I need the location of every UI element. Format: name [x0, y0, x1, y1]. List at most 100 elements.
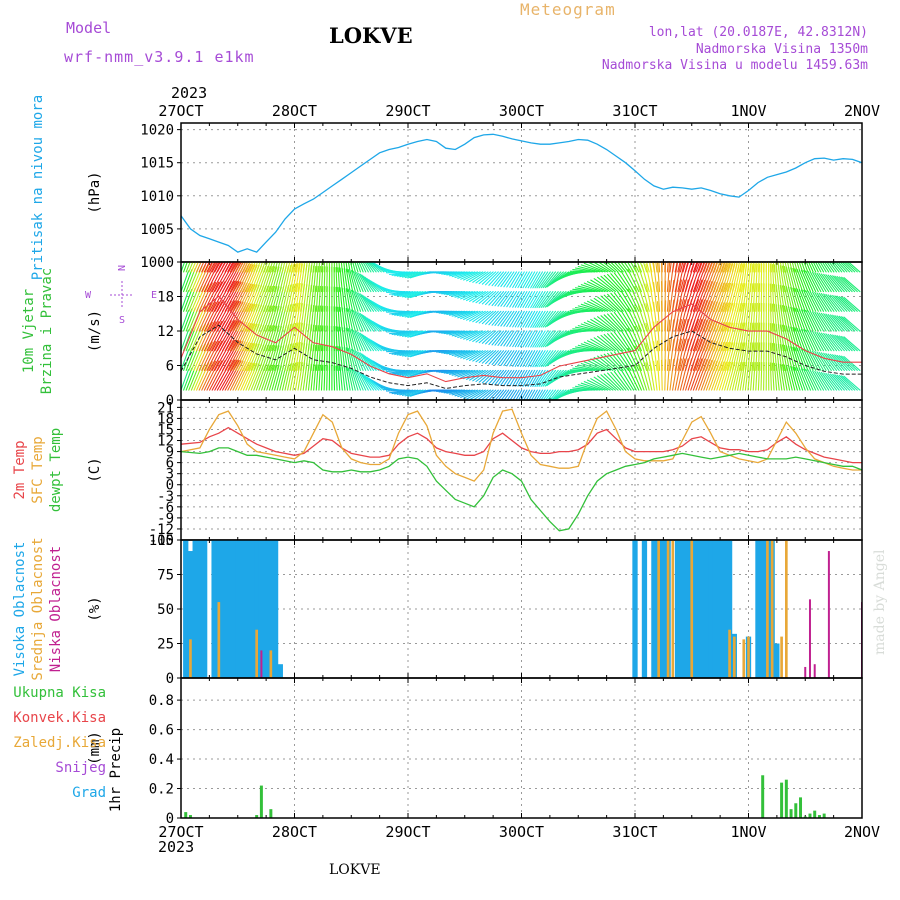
bar-mid_cloud	[766, 540, 769, 678]
wind-barb	[737, 263, 744, 293]
wind-barb	[750, 302, 754, 332]
wind-barb	[836, 335, 853, 352]
wind-barb	[451, 291, 471, 297]
wind-barb	[338, 262, 341, 273]
wind-barb	[829, 353, 845, 371]
wind-barb	[485, 271, 499, 286]
wind-barb	[792, 267, 801, 293]
wind-barb	[820, 332, 835, 352]
wind-barb	[488, 291, 502, 306]
wind-barb	[391, 330, 411, 335]
wind-barb	[466, 291, 484, 302]
wind-barb	[770, 262, 772, 273]
wind-barb	[613, 272, 629, 293]
wind-barb	[358, 331, 369, 352]
wind-barb	[310, 285, 315, 312]
wind-barb	[305, 262, 308, 273]
wind-barb	[642, 262, 648, 273]
wind-barb	[388, 389, 408, 394]
wind-barb	[388, 330, 408, 335]
wind-barb	[617, 311, 632, 332]
wind-barb	[185, 366, 196, 391]
wind-barb	[771, 323, 775, 352]
bar-high_cloud	[235, 540, 241, 678]
wind-barb	[534, 330, 546, 348]
wind-barb	[800, 309, 812, 332]
wind-barb	[538, 369, 551, 387]
wind-barb	[814, 311, 827, 332]
wind-barb	[580, 264, 603, 273]
wind-barb	[253, 262, 259, 273]
wind-barb	[318, 266, 321, 293]
wind-barb	[600, 374, 619, 391]
wind-barb	[721, 302, 732, 332]
bar-dewpt	[255, 815, 259, 818]
wind-barb	[514, 350, 525, 367]
wind-barb	[577, 364, 601, 371]
wind-barb	[600, 275, 619, 293]
wind-barb	[734, 263, 742, 293]
wind-barb	[700, 281, 713, 312]
wind-barb	[404, 291, 424, 298]
wind-barb	[609, 262, 622, 273]
wind-barb	[672, 279, 679, 312]
wind-barb	[653, 341, 658, 371]
panel-precip: 0 0.2 0.4 0.6 0.8 (mm) 1hr Precip Ukupna Kisa Ko…	[13, 677, 863, 827]
series-line-sfc_temp	[181, 408, 862, 482]
wind-barb	[830, 262, 840, 273]
wind-barb	[190, 262, 197, 273]
wind-barb	[814, 272, 827, 293]
wind-barb	[361, 294, 375, 312]
wind-barb	[519, 310, 531, 328]
wind-barb	[630, 267, 642, 293]
wind-barb	[183, 262, 188, 273]
wind-barb	[313, 344, 317, 371]
wind-barb	[475, 271, 492, 284]
wind-barb	[294, 262, 298, 273]
wind-barb	[407, 369, 427, 378]
wind-barb	[522, 271, 533, 289]
wind-barb	[533, 389, 541, 400]
y-tick-label: 0	[166, 478, 174, 494]
bar-low_cloud	[808, 599, 811, 678]
wind-barb	[361, 333, 375, 352]
wind-barb	[460, 310, 479, 320]
wind-barb	[514, 310, 525, 328]
wind-barb	[198, 282, 213, 312]
wind-barb	[610, 292, 627, 312]
wind-barb	[586, 379, 609, 391]
wind-barb	[391, 389, 411, 395]
wind-barb	[713, 302, 725, 332]
wind-barb	[832, 262, 843, 273]
wind-barb	[196, 362, 210, 391]
wind-barb	[807, 270, 819, 293]
wind-barb	[491, 271, 505, 287]
wind-barb	[183, 308, 193, 332]
wind-barb	[320, 285, 324, 312]
wind-barb	[742, 262, 745, 273]
wind-barb	[343, 307, 349, 332]
wind-barb	[772, 262, 775, 273]
wind-barb	[345, 327, 351, 352]
wind-barb	[718, 302, 729, 332]
wind-barb	[590, 299, 611, 312]
wind-barb	[829, 334, 845, 352]
wind-barb	[386, 330, 406, 333]
wind-barb	[284, 363, 292, 391]
legend-item: Konvek.Kisa	[13, 710, 106, 726]
wind-barb	[341, 366, 346, 391]
wind-barb	[542, 350, 557, 368]
wind-barb	[586, 340, 609, 352]
wind-barb	[512, 310, 523, 328]
wind-barb	[491, 350, 505, 366]
wind-barb	[388, 350, 408, 354]
wind-barb	[809, 271, 822, 293]
wind-barb	[577, 265, 601, 273]
wind-barb	[503, 330, 515, 347]
wind-barb	[514, 330, 525, 348]
wind-barb	[755, 302, 758, 332]
wind-barb	[597, 262, 614, 273]
wind-barb	[534, 350, 546, 368]
y-tick-label: 0.4	[149, 752, 174, 768]
wind-barb	[463, 271, 481, 281]
